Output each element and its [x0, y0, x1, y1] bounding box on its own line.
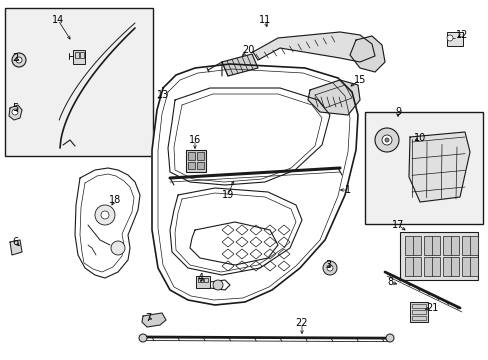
Text: 13: 13 [157, 90, 169, 100]
Text: 17: 17 [391, 220, 404, 230]
Circle shape [326, 265, 332, 271]
Bar [423, 257, 439, 276]
Circle shape [139, 334, 147, 342]
Circle shape [323, 261, 336, 275]
Bar [411, 310, 425, 314]
Bar [423, 236, 439, 255]
Bar [187, 152, 195, 160]
Text: 20: 20 [242, 45, 254, 55]
Text: 5: 5 [12, 103, 18, 113]
Circle shape [12, 53, 26, 67]
Text: 1: 1 [344, 185, 350, 195]
Bar [404, 257, 420, 276]
Circle shape [213, 280, 223, 290]
Bar [461, 236, 477, 255]
Bar [404, 236, 420, 255]
Bar [446, 32, 462, 46]
Circle shape [374, 128, 398, 152]
Text: 12: 12 [455, 30, 467, 40]
Circle shape [12, 109, 18, 115]
Text: 18: 18 [109, 195, 121, 205]
Text: 15: 15 [353, 75, 366, 85]
Bar [442, 257, 458, 276]
Bar [5, 8, 153, 156]
Text: 16: 16 [188, 135, 201, 145]
Text: 7: 7 [144, 313, 151, 323]
Polygon shape [10, 240, 22, 255]
Circle shape [384, 138, 388, 142]
Text: 2: 2 [12, 53, 18, 63]
Bar [73, 50, 85, 64]
Circle shape [16, 57, 22, 63]
Text: 11: 11 [258, 15, 270, 25]
Circle shape [101, 211, 109, 219]
Bar [203, 278, 207, 282]
Bar [411, 304, 425, 308]
Polygon shape [142, 313, 165, 327]
Polygon shape [222, 54, 258, 76]
Text: 21: 21 [425, 303, 437, 313]
Circle shape [446, 35, 452, 41]
Text: 9: 9 [394, 107, 400, 117]
Bar [364, 112, 482, 224]
Polygon shape [152, 64, 357, 305]
Polygon shape [252, 32, 374, 62]
Bar [442, 236, 458, 255]
Text: 4: 4 [198, 273, 203, 283]
Bar [75, 52, 79, 58]
Bar [399, 232, 477, 280]
Bar [411, 316, 425, 320]
Bar [185, 150, 205, 172]
Polygon shape [349, 36, 384, 72]
Bar [461, 257, 477, 276]
Circle shape [385, 334, 393, 342]
Circle shape [381, 135, 391, 145]
Polygon shape [408, 132, 469, 202]
Bar [197, 162, 203, 169]
Text: 6: 6 [12, 237, 18, 247]
Bar [198, 278, 203, 282]
Polygon shape [75, 168, 140, 278]
Bar [80, 52, 84, 58]
Bar [187, 162, 195, 169]
Text: 3: 3 [324, 260, 330, 270]
Bar [409, 302, 427, 322]
Polygon shape [307, 80, 359, 115]
Polygon shape [9, 105, 22, 120]
Bar [197, 152, 203, 160]
Text: 19: 19 [222, 190, 234, 200]
Bar [196, 276, 209, 288]
Text: 14: 14 [52, 15, 64, 25]
Circle shape [111, 241, 125, 255]
Circle shape [95, 205, 115, 225]
Text: 8: 8 [386, 277, 392, 287]
Text: 10: 10 [413, 133, 425, 143]
Text: 22: 22 [295, 318, 307, 328]
